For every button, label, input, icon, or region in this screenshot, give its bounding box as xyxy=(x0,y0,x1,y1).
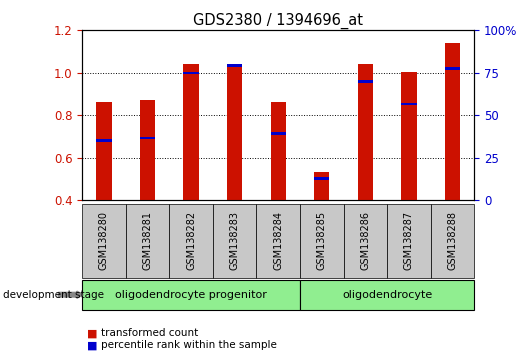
Text: GSM138287: GSM138287 xyxy=(404,211,414,270)
Bar xyxy=(401,103,417,105)
Bar xyxy=(314,172,330,200)
Text: ■: ■ xyxy=(87,340,98,350)
Bar xyxy=(445,43,460,200)
Bar xyxy=(271,102,286,200)
Bar xyxy=(96,139,111,142)
Bar xyxy=(140,137,155,139)
Bar xyxy=(140,100,155,200)
Text: transformed count: transformed count xyxy=(101,329,198,338)
Bar xyxy=(358,80,373,83)
Bar xyxy=(445,67,460,70)
Bar xyxy=(96,102,111,200)
Bar xyxy=(358,64,373,200)
Text: percentile rank within the sample: percentile rank within the sample xyxy=(101,340,277,350)
Text: GSM138282: GSM138282 xyxy=(186,211,196,270)
Bar xyxy=(227,64,242,200)
Bar xyxy=(401,72,417,200)
Text: GSM138288: GSM138288 xyxy=(447,211,457,270)
Text: GSM138283: GSM138283 xyxy=(229,211,240,270)
Bar xyxy=(183,72,199,74)
Bar xyxy=(183,64,199,200)
Text: GSM138285: GSM138285 xyxy=(317,211,327,270)
Text: oligodendrocyte: oligodendrocyte xyxy=(342,290,432,300)
Text: GSM138284: GSM138284 xyxy=(273,211,283,270)
Text: ■: ■ xyxy=(87,329,98,338)
Text: development stage: development stage xyxy=(3,290,104,300)
Text: GSM138281: GSM138281 xyxy=(143,211,153,270)
Text: GSM138286: GSM138286 xyxy=(360,211,370,270)
Bar xyxy=(314,177,330,180)
Bar xyxy=(271,132,286,135)
Text: GSM138280: GSM138280 xyxy=(99,211,109,270)
Title: GDS2380 / 1394696_at: GDS2380 / 1394696_at xyxy=(193,12,363,29)
Text: oligodendrocyte progenitor: oligodendrocyte progenitor xyxy=(115,290,267,300)
Bar xyxy=(227,64,242,67)
